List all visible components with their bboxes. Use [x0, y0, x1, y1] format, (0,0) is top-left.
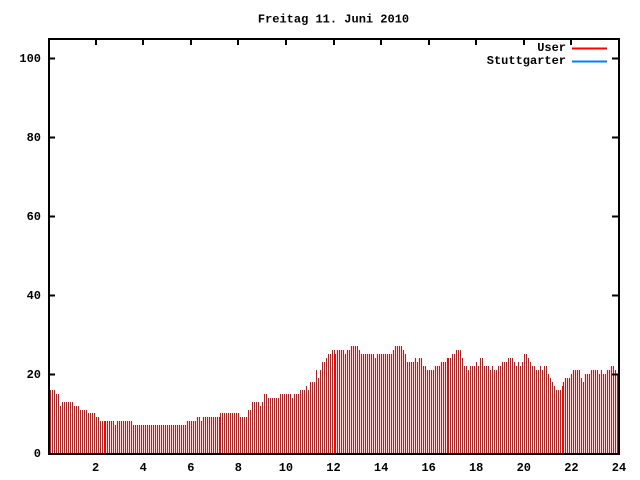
- svg-text:0: 0: [34, 447, 41, 461]
- svg-text:100: 100: [19, 52, 41, 66]
- svg-text:60: 60: [27, 210, 41, 224]
- svg-text:14: 14: [374, 461, 388, 475]
- svg-text:16: 16: [421, 461, 435, 475]
- svg-text:User: User: [537, 41, 566, 55]
- svg-text:Freitag 11. Juni 2010: Freitag 11. Juni 2010: [258, 13, 409, 27]
- svg-text:2: 2: [92, 461, 99, 475]
- svg-text:6: 6: [187, 461, 194, 475]
- svg-text:8: 8: [235, 461, 242, 475]
- svg-text:24: 24: [612, 461, 626, 475]
- svg-text:80: 80: [27, 131, 41, 145]
- svg-text:20: 20: [517, 461, 531, 475]
- svg-text:10: 10: [279, 461, 293, 475]
- svg-text:40: 40: [27, 289, 41, 303]
- svg-text:Stuttgarter: Stuttgarter: [487, 54, 566, 68]
- svg-text:4: 4: [140, 461, 147, 475]
- svg-text:20: 20: [27, 368, 41, 382]
- svg-text:22: 22: [564, 461, 578, 475]
- svg-text:12: 12: [326, 461, 340, 475]
- svg-text:18: 18: [469, 461, 483, 475]
